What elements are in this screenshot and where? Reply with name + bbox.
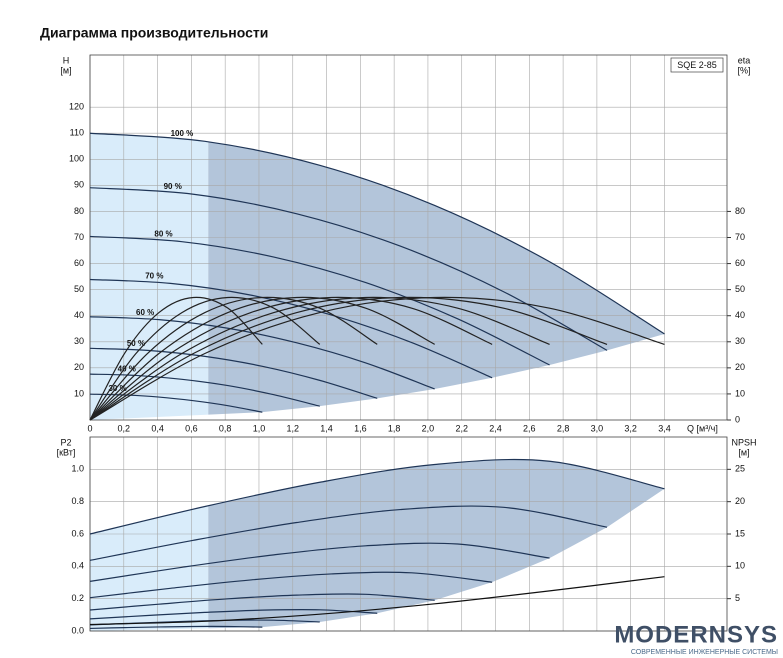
curve <box>89 296 435 421</box>
series-label: 80 % <box>154 230 172 239</box>
y2-tick-label: 40 <box>735 310 745 320</box>
chart-title: Диаграмма производительности <box>40 25 268 41</box>
y-axis-unit: [м] <box>60 65 71 75</box>
y2-tick-label: 70 <box>735 232 745 242</box>
x-tick-label: 2,4 <box>489 423 502 433</box>
y2-tick-label: 60 <box>735 258 745 268</box>
x-tick-label: 3,2 <box>624 423 637 433</box>
y2-axis-label: NPSH <box>731 437 756 447</box>
series-label: 50 % <box>127 339 145 348</box>
y-tick-label: 30 <box>74 336 84 346</box>
curve <box>89 296 263 421</box>
watermark-brand: MODERNSYS <box>614 621 778 648</box>
y2-tick-label: 30 <box>735 336 745 346</box>
x-tick-label: 3,0 <box>591 423 604 433</box>
y-tick-label: 10 <box>74 388 84 398</box>
series-label: 100 % <box>171 129 194 138</box>
x-tick-label: 1,4 <box>320 423 333 433</box>
curve <box>89 296 493 421</box>
curve <box>89 576 665 626</box>
y2-axis-label: eta <box>738 55 751 65</box>
series-label: 70 % <box>145 272 163 281</box>
x-tick-label: 1,0 <box>253 423 266 433</box>
curve <box>89 505 608 561</box>
y-tick-label: 50 <box>74 284 84 294</box>
y-axis-label: P2 <box>60 437 71 447</box>
y2-axis-unit: [%] <box>737 65 750 75</box>
curve <box>89 458 665 535</box>
series-label: 90 % <box>164 182 182 191</box>
x-tick-label: 0,2 <box>118 423 131 433</box>
y-tick-label: 1.0 <box>71 464 84 474</box>
y-tick-label: 0.0 <box>71 625 84 635</box>
y2-tick-label: 5 <box>735 593 740 603</box>
y2-tick-label: 10 <box>735 388 745 398</box>
x-tick-label: 0,6 <box>185 423 198 433</box>
y-tick-label: 110 <box>70 128 84 138</box>
y-axis-label: H <box>63 55 70 65</box>
y-tick-label: 0.2 <box>71 593 84 603</box>
x-tick-label: 0 <box>87 423 92 433</box>
y-tick-label: 60 <box>74 258 84 268</box>
x-tick-label: 2,2 <box>455 423 468 433</box>
y2-tick-label: 20 <box>735 496 745 506</box>
x-tick-label: 0,4 <box>151 423 164 433</box>
y2-tick-label: 0 <box>735 414 740 424</box>
curve <box>89 373 320 407</box>
x-tick-label: 1,2 <box>287 423 300 433</box>
curve <box>89 132 665 335</box>
y-tick-label: 90 <box>74 180 84 190</box>
watermark-tagline: СОВРЕМЕННЫЕ ИНЖЕНЕРНЫЕ СИСТЕМЫ <box>631 649 778 656</box>
y-tick-label: 70 <box>74 232 84 242</box>
curve <box>89 347 378 399</box>
curve <box>89 608 378 620</box>
series-label: 40 % <box>118 364 136 373</box>
y2-axis-unit: [м] <box>738 447 749 457</box>
curve <box>89 296 378 421</box>
y-tick-label: 0.4 <box>71 561 84 571</box>
y-tick-label: 0.6 <box>71 528 84 538</box>
y2-tick-label: 25 <box>735 464 745 474</box>
curve <box>89 542 550 582</box>
y-tick-label: 100 <box>69 154 84 164</box>
x-tick-label: 1,6 <box>354 423 367 433</box>
curve <box>89 625 263 630</box>
model-label: SQE 2-85 <box>677 60 717 70</box>
x-axis-label: Q [м³/ч] <box>687 423 718 433</box>
plot-frame <box>89 54 728 421</box>
y2-tick-label: 15 <box>735 528 745 538</box>
y2-tick-label: 80 <box>735 206 745 216</box>
curve <box>89 296 321 421</box>
x-tick-label: 1,8 <box>388 423 401 433</box>
y-tick-label: 0.8 <box>71 496 84 506</box>
series-label: 60 % <box>136 308 154 317</box>
y-tick-label: 80 <box>74 206 84 216</box>
y-tick-label: 20 <box>74 362 84 372</box>
model-box <box>670 57 724 73</box>
x-tick-label: 3,4 <box>658 423 671 433</box>
curve <box>89 296 550 421</box>
y2-tick-label: 50 <box>735 284 745 294</box>
x-tick-label: 2,6 <box>523 423 536 433</box>
x-tick-label: 0,8 <box>219 423 232 433</box>
x-tick-label: 2,0 <box>422 423 435 433</box>
y-tick-label: 40 <box>74 310 84 320</box>
range-area <box>90 133 209 420</box>
curve <box>89 296 665 421</box>
curve <box>89 393 263 413</box>
curve <box>89 187 608 351</box>
curve <box>89 235 550 366</box>
y-axis-unit: [кВт] <box>57 447 76 457</box>
series-label: 30 % <box>108 384 126 393</box>
y2-tick-label: 10 <box>735 561 745 571</box>
curve <box>89 278 493 379</box>
curve <box>89 593 435 611</box>
curve <box>89 571 493 599</box>
y-tick-label: 120 <box>69 102 84 112</box>
x-tick-label: 2,8 <box>557 423 570 433</box>
y2-tick-label: 20 <box>735 362 745 372</box>
